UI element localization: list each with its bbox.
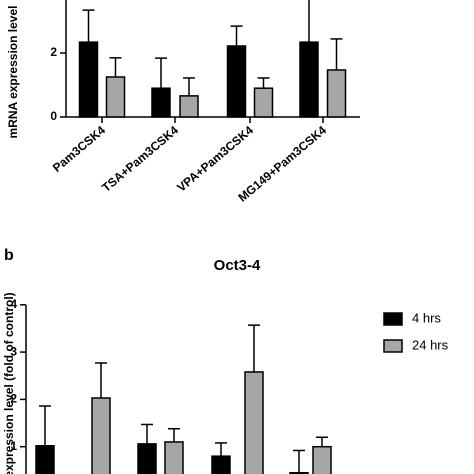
bar [91, 397, 111, 474]
x-tick-label: Pam3CSK4 [50, 123, 108, 175]
chart-title: Oct3-4 [214, 257, 261, 274]
panel-label: b [4, 247, 14, 264]
bar [151, 87, 171, 118]
bar [226, 45, 247, 118]
y-tick-label: 0 [50, 109, 57, 123]
bar [78, 41, 99, 118]
legend-swatch [383, 312, 403, 326]
bar [164, 441, 184, 474]
bar [244, 371, 264, 474]
legend-label: 24 hrs [412, 337, 449, 352]
bar [326, 69, 347, 118]
legend-swatch [383, 339, 403, 353]
y-tick-label: 2 [50, 45, 57, 59]
y-axis-label: expression level (fold of control) [2, 292, 16, 474]
y-tick-label: 3 [10, 344, 17, 358]
y-tick-label: 1 [10, 439, 17, 453]
x-tick-label: TSA+Pam3CSK4 [99, 123, 181, 195]
bar [211, 455, 231, 474]
legend-label: 4 hrs [412, 310, 441, 325]
bar [312, 445, 332, 474]
y-tick-label: 2 [10, 392, 17, 406]
x-tick-label: VPA+Pam3CSK4 [174, 123, 256, 195]
y-tick-label: 4 [10, 297, 17, 311]
bar [35, 445, 55, 474]
bar [137, 443, 157, 474]
bar [253, 87, 274, 118]
bar [179, 95, 199, 118]
y-axis-label: mRNA expression level [6, 6, 20, 139]
bar [105, 76, 126, 118]
bar [289, 471, 309, 474]
bar [299, 41, 319, 118]
